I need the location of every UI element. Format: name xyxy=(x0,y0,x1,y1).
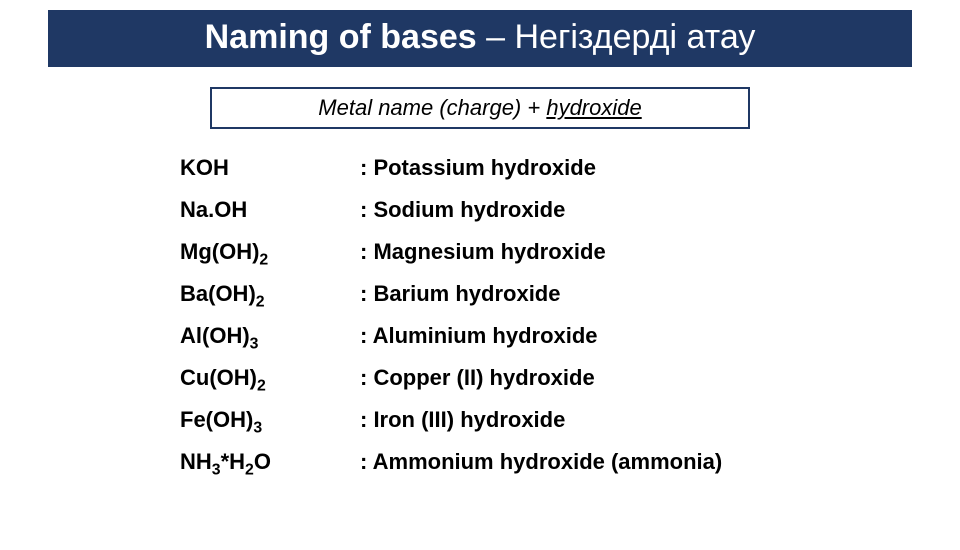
name-cell: : Magnesium hydroxide xyxy=(360,239,960,265)
slide-title: Naming of bases – Негіздерді атау xyxy=(48,10,912,67)
formula-cell: Al(OH)3 xyxy=(180,323,350,349)
formula-cell: Na.OH xyxy=(180,197,350,223)
title-rest: – Негіздерді атау xyxy=(477,18,756,56)
name-cell: : Iron (III) hydroxide xyxy=(360,407,960,433)
subtitle: Metal name (charge) + hydroxide xyxy=(318,95,641,120)
formula-cell: Mg(OH)2 xyxy=(180,239,350,265)
formula-cell: Fe(OH)3 xyxy=(180,407,350,433)
subtitle-plain: Metal name (charge) + xyxy=(318,95,546,120)
formula-cell: Ba(OH)2 xyxy=(180,281,350,307)
name-cell: : Aluminium hydroxide xyxy=(360,323,960,349)
name-cell: : Potassium hydroxide xyxy=(360,155,960,181)
formula-cell: KOH xyxy=(180,155,350,181)
formula-cell: Cu(OH)2 xyxy=(180,365,350,391)
title-bold: Naming of bases xyxy=(205,18,477,56)
name-cell: : Ammonium hydroxide (ammonia) xyxy=(360,449,960,475)
name-cell: : Copper (II) hydroxide xyxy=(360,365,960,391)
name-cell: : Sodium hydroxide xyxy=(360,197,960,223)
name-cell: : Barium hydroxide xyxy=(360,281,960,307)
bases-table: KOH : Potassium hydroxide Na.OH : Sodium hy… xyxy=(180,155,960,475)
subtitle-underlined: hydroxide xyxy=(546,95,641,120)
subtitle-box: Metal name (charge) + hydroxide xyxy=(210,87,750,129)
formula-cell: NH3*H2O xyxy=(180,449,350,475)
